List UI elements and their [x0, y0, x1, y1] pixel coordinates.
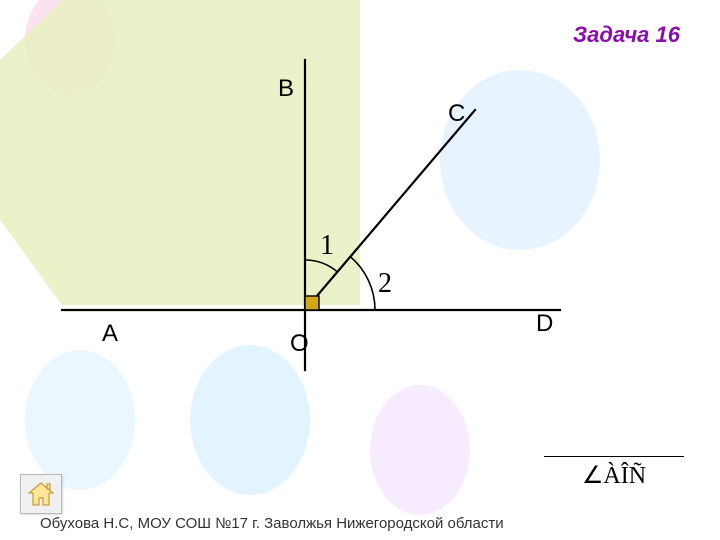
geometry-figure	[0, 0, 720, 540]
